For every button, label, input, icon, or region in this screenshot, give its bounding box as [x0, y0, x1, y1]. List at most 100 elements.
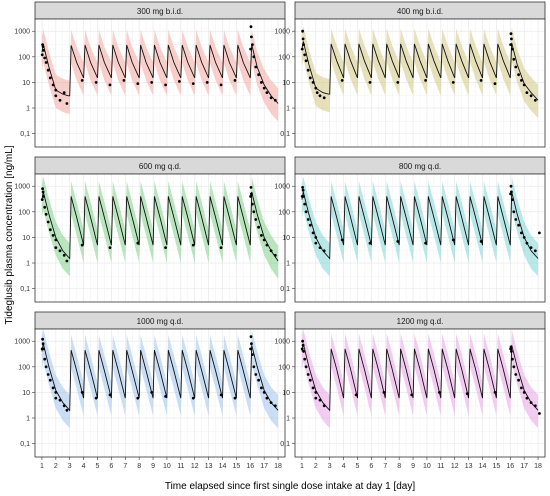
x-tick-label: 4	[82, 463, 86, 470]
data-point	[54, 238, 58, 242]
data-point	[41, 187, 44, 191]
data-point	[273, 253, 277, 257]
data-point	[54, 391, 58, 394]
data-point	[136, 241, 140, 245]
data-point	[301, 37, 305, 41]
data-point	[306, 373, 310, 376]
median-line	[301, 191, 539, 260]
y-tick-label: 10	[22, 80, 30, 87]
data-point	[396, 81, 400, 84]
y-tick-label: 100	[18, 209, 30, 216]
data-point	[525, 241, 529, 245]
data-point	[529, 401, 533, 404]
median-line	[41, 44, 279, 104]
x-tick-label: 2	[54, 463, 58, 470]
y-tick-label: 1000	[274, 29, 290, 36]
data-point	[522, 83, 526, 87]
data-point	[252, 210, 256, 214]
data-point	[44, 365, 48, 369]
data-point	[273, 404, 277, 408]
data-point	[251, 353, 254, 356]
data-point	[249, 47, 253, 51]
y-tick-label: 1	[26, 261, 30, 268]
x-tick-label: 4	[342, 463, 346, 470]
x-tick-label: 16	[506, 463, 514, 470]
data-point	[522, 391, 526, 394]
x-tick-label: 11	[177, 463, 184, 470]
data-point	[322, 249, 326, 253]
y-tick-label: 1	[26, 106, 30, 113]
data-point	[233, 79, 237, 82]
data-point	[517, 73, 520, 77]
data-point	[51, 386, 55, 390]
data-point	[304, 59, 308, 63]
data-point	[479, 240, 483, 243]
x-tick-label: 13	[465, 463, 473, 470]
strip-label: 400 mg b.i.d.	[397, 7, 443, 16]
data-point	[493, 82, 497, 85]
data-point	[43, 357, 47, 361]
data-point	[265, 243, 269, 247]
data-point	[300, 47, 304, 51]
data-point	[514, 373, 518, 376]
data-point	[269, 96, 273, 100]
y-tick-label: 0,1	[280, 131, 290, 138]
data-point	[40, 198, 44, 202]
data-point	[150, 391, 154, 394]
prediction-band	[301, 176, 539, 277]
data-point	[314, 236, 318, 239]
data-point	[511, 357, 514, 361]
x-tick-label: 12	[191, 463, 199, 470]
data-point	[522, 236, 526, 239]
y-tick-label: 10	[282, 235, 290, 242]
data-point	[512, 365, 516, 369]
x-tick-label: 9	[411, 463, 415, 470]
data-point	[54, 396, 58, 400]
x-tick-label: 15	[492, 463, 500, 470]
data-point	[58, 98, 62, 102]
data-point	[520, 79, 523, 82]
data-point	[509, 345, 513, 349]
data-point	[43, 205, 47, 209]
panel-border	[34, 173, 286, 303]
data-point	[511, 47, 514, 51]
data-point	[308, 378, 312, 382]
data-point	[164, 246, 168, 250]
data-point	[46, 220, 50, 224]
y-tick-label: 0,1	[20, 131, 30, 138]
median-line	[301, 41, 539, 101]
data-point	[303, 53, 307, 57]
data-point	[252, 365, 256, 369]
data-point	[164, 395, 168, 398]
data-point	[250, 342, 253, 346]
data-point	[260, 81, 263, 84]
data-point	[251, 202, 254, 206]
median-line	[41, 191, 279, 262]
data-point	[233, 396, 237, 400]
data-point	[191, 396, 195, 400]
x-tick-label: 14	[219, 463, 227, 470]
data-point	[510, 37, 513, 41]
data-point	[311, 81, 315, 84]
data-point	[65, 259, 69, 263]
data-point	[368, 81, 372, 84]
data-point	[219, 246, 223, 250]
data-point	[108, 393, 112, 397]
data-point	[41, 337, 44, 341]
data-point	[48, 378, 52, 382]
data-point	[40, 53, 44, 57]
data-point	[315, 91, 319, 94]
data-point	[257, 73, 260, 77]
data-point	[249, 335, 253, 339]
data-point	[42, 347, 45, 351]
data-point	[80, 391, 84, 394]
y-tick-label: 1	[286, 106, 290, 113]
data-point	[368, 241, 372, 245]
data-point	[318, 246, 322, 250]
y-tick-label: 10	[282, 80, 290, 87]
x-tick-label: 8	[397, 463, 401, 470]
data-point	[273, 98, 277, 102]
data-point	[520, 386, 523, 390]
data-point	[262, 391, 266, 394]
data-point	[538, 231, 541, 235]
